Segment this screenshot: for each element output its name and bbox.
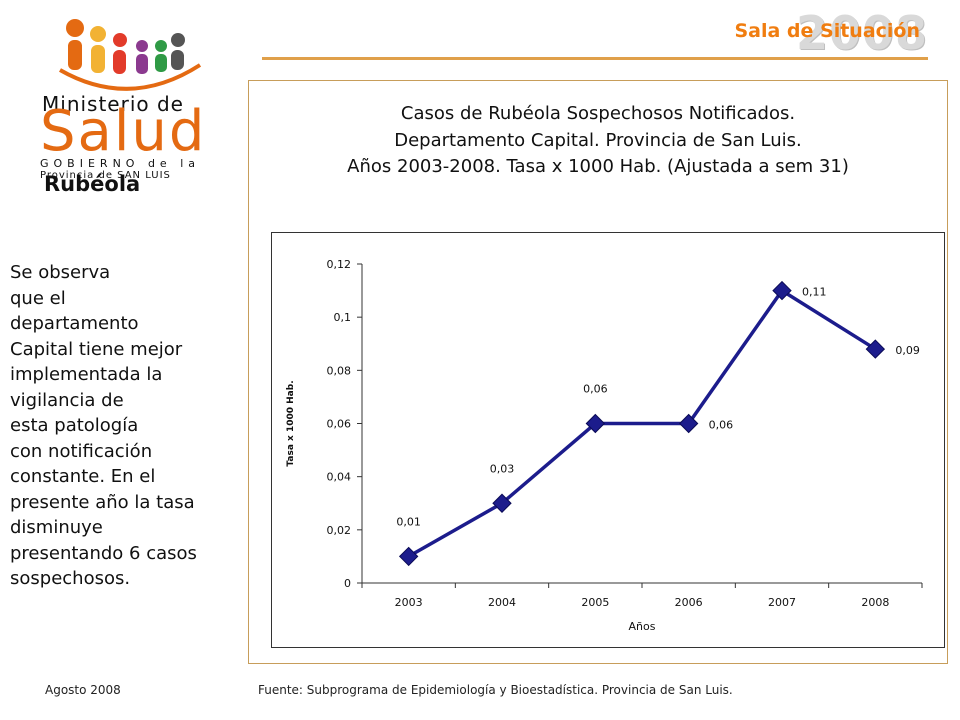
sala-de-situacion-brand: 2008 Sala de Situación: [700, 2, 940, 62]
chart-title-line: Casos de Rubéola Sospechosos Notificados…: [400, 103, 796, 124]
brand-text: Sala de Situación: [734, 20, 920, 42]
data-label: 0,06: [709, 419, 734, 432]
section-title: Rubéola: [44, 172, 141, 196]
logo-salud-text: Salud: [40, 99, 207, 164]
description-line: vigilancia de: [10, 389, 124, 411]
logo-gobierno-text: GOBIERNO de la: [40, 157, 200, 170]
chart-title-line: Departamento Capital. Provincia de San L…: [394, 129, 802, 151]
y-tick-label: 0,08: [327, 364, 352, 377]
description-line: esta patología: [10, 415, 139, 436]
data-label: 0,03: [490, 462, 515, 475]
x-tick-label: 2008: [861, 596, 889, 609]
description-line: que el: [10, 287, 66, 309]
people-logo-icon: [59, 19, 202, 91]
chart-canvas: 0 0,02 0,04 0,06 0,08 0,1 0,12 2003 2004 2005 2006…: [286, 258, 923, 633]
x-tick-label: 2005: [581, 596, 609, 609]
data-point-marker: [865, 339, 886, 359]
logo-ministerio-text: Ministerio de: [42, 92, 184, 116]
description-line: constante. En el: [10, 466, 156, 487]
footer-source: Fuente: Subprograma de Epidemiología y B…: [258, 683, 733, 697]
data-point-marker: [772, 280, 792, 301]
data-point-marker: [492, 493, 512, 513]
description-line: sospechosos.: [10, 568, 131, 589]
data-label: 0,11: [802, 286, 827, 299]
y-tick-label: 0: [344, 577, 351, 590]
brand-year: 2008: [795, 6, 928, 60]
description-line: Se observa: [10, 262, 111, 283]
y-tick-label: 0,02: [327, 524, 352, 537]
y-axis-title: Tasa x 1000 Hab.: [286, 380, 296, 466]
description-line: departamento: [10, 313, 139, 334]
data-label: 0,01: [396, 515, 421, 528]
footer-date: Agosto 2008: [45, 683, 121, 697]
line-chart: 0 0,02 0,04 0,06 0,08 0,1 0,12 2003 2004 2005 2006…: [271, 232, 945, 648]
description-line: presente año la tasa: [10, 491, 195, 513]
data-point-marker: [585, 413, 606, 434]
y-tick-label: 0,1: [334, 311, 352, 324]
description-line: implementada la: [10, 364, 163, 385]
y-tick-label: 0,12: [327, 258, 352, 271]
series-line: [407, 288, 877, 558]
sidebar-description: Se observa que el departamento Capital t…: [10, 260, 242, 592]
data-label: 0,06: [583, 383, 608, 396]
ministerio-salud-logo: Ministerio de Salud GOBIERNO de la Provi…: [20, 10, 240, 185]
description-line: Capital tiene mejor: [10, 338, 183, 360]
x-tick-label: 2004: [488, 596, 516, 609]
chart-title: Casos de Rubéola Sospechosos Notificados…: [248, 101, 948, 181]
description-line: con notificación: [10, 440, 153, 462]
chart-title-line: Años 2003-2008. Tasa x 1000 Hab. (Ajusta…: [347, 156, 849, 177]
x-tick-label: 2003: [395, 596, 423, 609]
x-tick-label: 2006: [675, 596, 703, 609]
content-frame: [248, 80, 948, 664]
data-point-marker: [398, 546, 419, 567]
x-tick-label: 2007: [768, 596, 796, 609]
x-axis-title: Años: [629, 620, 656, 633]
data-point-marker: [678, 413, 699, 434]
header-divider: [262, 57, 928, 60]
data-label: 0,09: [895, 344, 920, 357]
y-tick-label: 0,06: [327, 418, 352, 431]
description-line: presentando 6 casos: [10, 542, 197, 564]
logo-provincia-text: Provincia de SAN LUIS: [40, 170, 171, 181]
y-tick-label: 0,04: [327, 471, 352, 484]
description-line: disminuye: [10, 517, 103, 538]
